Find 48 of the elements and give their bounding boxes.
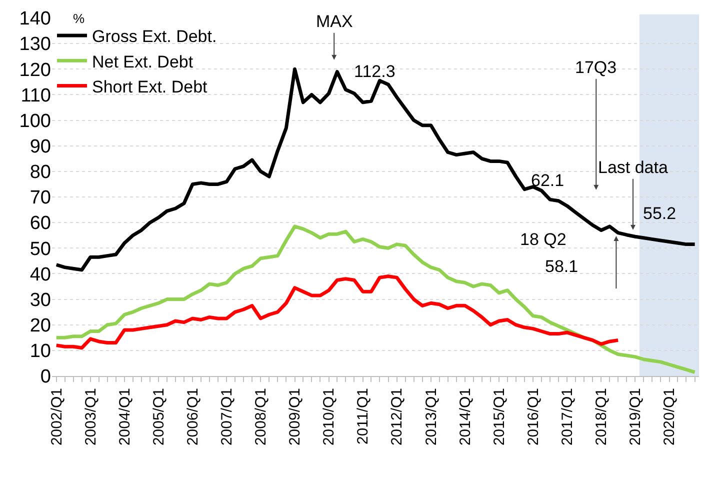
x-tick-label: 2008/Q1 <box>252 388 270 446</box>
y-tick-label: 110 <box>20 85 51 106</box>
x-tick-label: 2005/Q1 <box>150 388 168 446</box>
y-tick-label: 130 <box>19 34 51 56</box>
y-tick-label: 50 <box>30 238 51 260</box>
annotation: 62.1 <box>531 171 564 190</box>
x-tick-label: 2007/Q1 <box>218 388 236 446</box>
x-tick-label: 2010/Q1 <box>320 388 338 446</box>
y-tick-label: 0 <box>40 366 51 388</box>
x-tick-label: 2018/Q1 <box>593 388 610 446</box>
x-tick-label: 2016/Q1 <box>524 388 542 446</box>
annotation: 55.2 <box>643 204 676 223</box>
y-tick-label: 80 <box>30 162 51 184</box>
x-tick-label: 2012/Q1 <box>388 388 406 446</box>
x-tick-label: 2003/Q1 <box>82 388 100 446</box>
legend-label: Gross Ext. Debt. <box>92 27 217 46</box>
x-tick-label: 2015/Q1 <box>490 388 508 446</box>
annotation: MAX <box>316 12 353 31</box>
y-tick-label: 140 <box>19 8 51 30</box>
annotation: 18 Q2 <box>520 230 566 249</box>
x-tick-label: 2017/Q1 <box>559 388 576 446</box>
x-tick-label: 2002/Q1 <box>48 388 66 446</box>
x-tick-label: 2006/Q1 <box>184 388 202 446</box>
y-tick-label: 100 <box>19 110 51 132</box>
annotation: 112.3 <box>354 62 396 81</box>
annotation: 17Q3 <box>575 58 617 77</box>
x-tick-label: 2020/Q1 <box>661 388 678 446</box>
line-series <box>54 274 620 350</box>
y-tick-label: 30 <box>30 290 51 311</box>
annotation: Last data <box>598 158 668 177</box>
x-tick-label: 2013/Q1 <box>422 388 440 446</box>
x-tick-label: 2009/Q1 <box>286 388 304 446</box>
y-tick-label: 90 <box>30 136 51 158</box>
x-tick-label: 2011/Q1 <box>354 388 372 444</box>
line-series <box>54 224 697 374</box>
x-tick-label: 2019/Q1 <box>627 388 644 446</box>
x-tick-label: 2014/Q1 <box>456 388 474 446</box>
y-tick-label: 10 <box>30 341 51 362</box>
x-tick-label: 2004/Q1 <box>116 388 134 446</box>
legend-label: Net Ext. Debt <box>92 52 194 72</box>
y-tick-label: 70 <box>30 188 51 209</box>
y-tick-label: 60 <box>30 213 51 234</box>
y-tick-label: 20 <box>30 316 51 337</box>
annotation: 58.1 <box>545 257 578 276</box>
legend-label: Short Ext. Debt <box>92 77 208 96</box>
y-tick-label: 40 <box>30 264 51 286</box>
y-axis-title: % <box>73 11 85 26</box>
y-tick-label: 120 <box>19 60 51 81</box>
